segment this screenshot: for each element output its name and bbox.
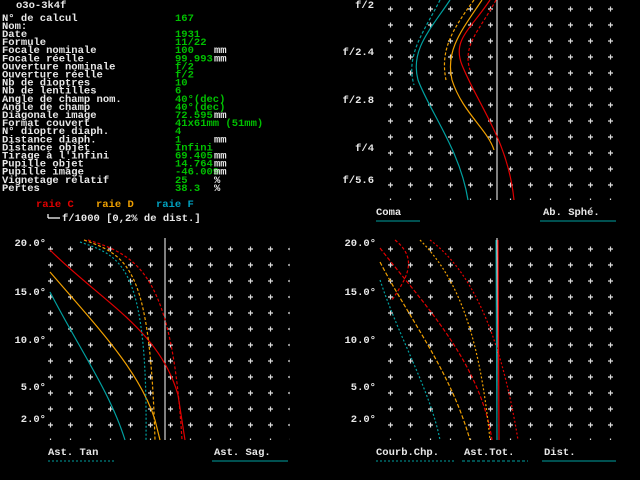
- axis-label: f/2: [355, 0, 374, 12]
- legend-item: raie F: [156, 199, 194, 211]
- grid: [378, 0, 620, 200]
- param-label: Tirage à l'infini: [2, 150, 109, 162]
- param-label: Vignetage relatif: [2, 175, 109, 187]
- param-label: Angle de champ nom.: [2, 94, 122, 106]
- param-label: Pertes: [2, 183, 40, 195]
- axis-label: 15.0°: [14, 287, 46, 299]
- axis-label: f/2.8: [342, 95, 374, 107]
- axis-label: f/4: [355, 143, 374, 155]
- param-value: 40°(dec): [175, 102, 225, 114]
- param-value: 14.764: [175, 159, 213, 171]
- param-label: Angle de champ: [2, 102, 90, 114]
- param-value: 99.993: [175, 53, 213, 65]
- param-value: 167: [175, 13, 194, 25]
- title: o3o-3k4f: [16, 0, 66, 12]
- param-value: 11/22: [175, 37, 207, 49]
- param-label: Nb de lentilles: [2, 86, 97, 98]
- param-value: 72.595: [175, 110, 213, 122]
- param-label: Nb de dioptres: [2, 78, 90, 90]
- param-unit: mm: [214, 150, 227, 162]
- axis-label: 5.0°: [21, 382, 46, 394]
- axis-label: 20.0°: [344, 238, 376, 250]
- param-value: 10: [175, 78, 188, 90]
- param-label: Pupille image: [2, 167, 84, 179]
- param-unit: mm: [214, 53, 227, 65]
- param-label: Distance diaph.: [2, 134, 97, 146]
- param-label: Formule: [2, 37, 46, 49]
- param-label: Format couvert: [2, 118, 90, 130]
- caption: Ab. Sphé.: [543, 207, 600, 219]
- param-label: Pupille objet: [2, 159, 84, 171]
- param-label: N° dioptre diaph.: [2, 126, 109, 138]
- curves: [49, 0, 519, 441]
- param-value: 100: [175, 45, 194, 57]
- caption: Courb.Chp.: [376, 447, 439, 459]
- axis-label: 5.0°: [351, 382, 376, 394]
- scale: f/1000 [0,2% de dist.]: [62, 213, 201, 225]
- caption: Dist.: [544, 447, 576, 459]
- param-unit: mm: [214, 159, 227, 171]
- param-value: 40°(dec): [175, 94, 225, 106]
- axis-label: 20.0°: [14, 238, 46, 250]
- param-label: Focale réelle: [2, 53, 84, 65]
- axis-label: 10.0°: [344, 335, 376, 347]
- param-unit: %: [214, 175, 221, 187]
- legend-item: raie C: [36, 199, 75, 211]
- axis-label: 10.0°: [14, 335, 46, 347]
- param-unit: mm: [214, 45, 227, 57]
- param-unit: mm: [214, 134, 227, 146]
- param-value: 25: [175, 175, 188, 187]
- param-unit: %: [214, 183, 221, 195]
- param-value: -46.009: [175, 167, 219, 179]
- axis-label: 2.0°: [351, 414, 376, 426]
- param-value: 38.3: [175, 183, 200, 195]
- param-value: 1: [175, 134, 181, 146]
- param-label: Ouverture réelle: [2, 69, 103, 81]
- param-unit: mm: [214, 110, 227, 122]
- caption: Ast. Tan: [48, 447, 98, 459]
- axis-label: 2.0°: [21, 414, 46, 426]
- axis-label: f/5.6: [342, 175, 374, 187]
- param-unit: mm: [214, 167, 227, 179]
- caption: Coma: [376, 207, 402, 219]
- caption: Ast. Sag.: [214, 447, 271, 459]
- legend-item: raie D: [96, 199, 134, 211]
- param-value: 41x61mm (51mm): [175, 118, 263, 130]
- axis-label: f/2.4: [342, 47, 374, 59]
- param-value: 1931: [175, 29, 200, 41]
- param-value: f/2: [175, 69, 194, 81]
- param-label: Nom:: [2, 21, 27, 33]
- param-label: Date: [2, 29, 27, 41]
- axis-label: 15.0°: [344, 287, 376, 299]
- param-value: 6: [175, 86, 181, 98]
- param-value: 4: [175, 126, 181, 138]
- param-label: Focale nominale: [2, 45, 97, 57]
- param-label: Ouverture nominale: [2, 61, 115, 73]
- caption: Ast.Tot.: [464, 447, 514, 459]
- grid: [48, 238, 290, 440]
- param-label: Distance objet: [2, 142, 90, 154]
- param-value: f/2: [175, 61, 194, 73]
- param-label: Diagonale image: [2, 110, 97, 122]
- scale-icon: [47, 214, 60, 219]
- param-label: N° de calcul: [2, 13, 78, 25]
- param-value: Infini: [175, 142, 213, 154]
- param-value: 69.405: [175, 150, 213, 162]
